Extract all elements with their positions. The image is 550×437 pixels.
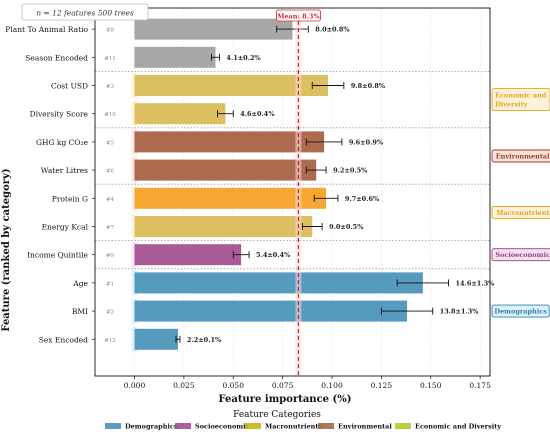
rank-label: #11 [104, 56, 116, 62]
axes-group: Plant To Animal Ratio Season Encoded Cost … [5, 7, 491, 390]
bar [134, 159, 317, 181]
y-tick-label: BMI [72, 307, 88, 316]
mean-label: Mean: 8.3% [277, 13, 320, 21]
y-tick-label: Energy Kcal [42, 223, 89, 232]
category-label: Economic and [495, 92, 547, 100]
category-label: Environmental [496, 153, 550, 161]
value-label: 4.1±0.2% [226, 54, 261, 62]
rank-label: #4 [106, 197, 115, 203]
value-label: 5.4±0.4% [256, 251, 291, 259]
rank-label: #6 [106, 169, 115, 175]
y-tick-label: Season Encoded [25, 53, 88, 62]
value-label: 9.0±0.5% [329, 223, 364, 231]
value-label: 4.6±0.4% [240, 110, 275, 118]
legend-label: Macronutrients [265, 423, 322, 431]
legend-swatch [318, 423, 334, 429]
y-axis-title: Feature (ranked by category) [1, 168, 12, 331]
plot-frame [94, 7, 491, 377]
category-label-box [491, 149, 550, 163]
x-tick-label: 0.150 [420, 381, 442, 390]
bar [134, 328, 178, 350]
category-label-box [491, 205, 550, 219]
value-label: 8.0±0.8% [315, 26, 350, 34]
x-tick-label: 0.100 [321, 381, 343, 390]
value-label: 14.6±1.3% [456, 279, 496, 287]
value-label: 9.7±0.6% [345, 195, 380, 203]
category-label: Socioeconomic [495, 251, 550, 259]
rank-label: #7 [106, 225, 115, 231]
rank-label: #10 [104, 112, 116, 118]
mean-label-box [276, 9, 321, 22]
y-tick-label: Diversity Score [30, 110, 89, 119]
legend-label: Socioeconomic [195, 423, 250, 431]
legend-title: Feature Categories [233, 410, 321, 420]
legend-swatch [105, 423, 121, 429]
y-tick-label: Water Litres [41, 166, 88, 175]
bar [134, 300, 408, 322]
y-tick-label: Sex Encoded [39, 335, 88, 344]
value-label: 13.8±1.3% [440, 308, 480, 316]
rank-label: #8 [106, 28, 115, 34]
bar [134, 131, 325, 153]
note-box [21, 3, 149, 21]
value-label: 9.6±0.9% [349, 138, 384, 146]
value-label: 2.2±0.1% [187, 336, 222, 344]
bar [134, 244, 242, 266]
value-label: 9.8±0.8% [351, 82, 386, 90]
rank-label: #5 [106, 140, 115, 146]
category-label-box [491, 248, 550, 262]
rank-label: #3 [106, 84, 115, 90]
bar [134, 187, 327, 209]
bar [134, 216, 313, 237]
category-label-box [491, 304, 550, 318]
x-axis-title: Feature importance (%) [219, 394, 352, 405]
bar [134, 75, 329, 96]
category-label: Macronutrients [496, 209, 550, 217]
category-label: Demographics [494, 308, 547, 316]
y-tick-label: Protein G [52, 194, 88, 203]
category-label: Diversity [495, 101, 528, 109]
y-tick-label: Income Quintile [27, 251, 88, 260]
rank-label: #2 [106, 310, 114, 316]
value-label: 9.2±0.5% [333, 167, 368, 175]
x-tick-label: 0.075 [272, 381, 294, 390]
bar [134, 46, 216, 68]
rank-label: #1 [106, 281, 114, 287]
rank-label: #12 [104, 338, 116, 344]
legend-swatch [245, 423, 261, 429]
legend-label: Economic and Diversity [415, 423, 501, 431]
note-group: n = 12 features 500 trees [21, 3, 149, 21]
rank-label: #9 [106, 253, 115, 259]
x-tick-label: 0.175 [469, 381, 491, 390]
bar [134, 103, 226, 125]
y-tick-label: GHG kg CO₂e [36, 138, 89, 147]
y-tick-label: Cost USD [51, 82, 88, 91]
y-tick-label: Plant To Animal Ratio [5, 25, 88, 34]
bar [134, 272, 423, 294]
x-tick-label: 0.050 [223, 381, 245, 390]
x-tick-label: 0.125 [371, 381, 393, 390]
note-text: n = 12 features 500 trees [36, 9, 134, 18]
category-label-box [491, 88, 550, 112]
x-tick-label: 0.000 [124, 381, 146, 390]
legend-label: Demographics [125, 423, 178, 431]
x-tick-label: 0.025 [173, 381, 195, 390]
bar [134, 18, 293, 40]
legend-swatch [395, 423, 411, 429]
legend-swatch [175, 423, 191, 429]
legend: Demographics Socioeconomic Macronutrients E… [105, 423, 501, 431]
mean-line-group: Mean: 8.3% [276, 9, 321, 376]
bars-group: 8.0±0.8% #8 4.1±0.2% #11 9.8±0.8% #3 4.6±0.4% #… [104, 18, 496, 350]
legend-label: Environmental [338, 423, 392, 431]
y-tick-label: Age [72, 279, 88, 288]
